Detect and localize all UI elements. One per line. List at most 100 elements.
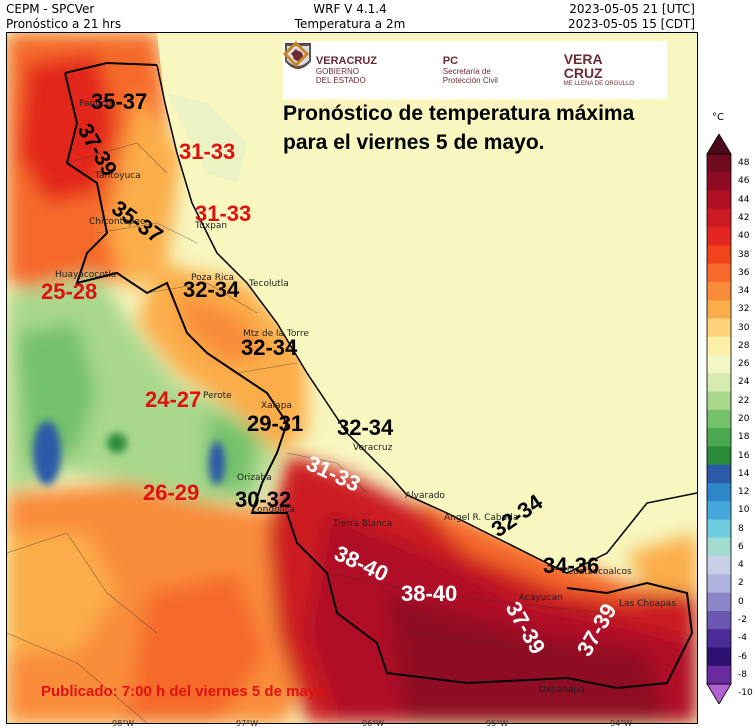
forecast-lead-label: Pronóstico a 21 hrs <box>6 17 122 31</box>
colorbar-frame <box>706 153 732 685</box>
temp-label: 34-36 <box>543 553 600 578</box>
colorbar-tick-label: 8 <box>738 523 744 534</box>
utc-time-label: 2023-05-05 21 [UTC] <box>569 2 695 16</box>
colorbar-tick-label: 32 <box>738 304 750 315</box>
colorbar-tick-label: 46 <box>738 176 750 187</box>
lon-tick: 98°W <box>112 719 135 728</box>
variable-label: Temperatura a 2m <box>294 17 406 31</box>
city-label: Panuco <box>79 99 112 109</box>
municipal-lines <box>7 142 608 723</box>
colorbar-tick-label: 12 <box>738 487 750 498</box>
city-label: Orizaba <box>237 473 272 483</box>
colorbar-segment <box>707 556 731 575</box>
header-center: WRF V 4.1.4 Temperatura a 2m <box>0 2 700 32</box>
city-label: Veracruz <box>353 443 393 453</box>
veracruz-orgullo-logo: VERA CRUZ ME LLENA DE ORGULLO <box>283 41 634 89</box>
colorbar-segment <box>707 537 731 557</box>
colorbar-tick-label: 44 <box>738 194 750 205</box>
colorbar-segment <box>707 154 731 173</box>
model-version-label: WRF V 4.1.4 <box>313 2 387 16</box>
temp-label: 32-34 <box>241 335 298 360</box>
colorbar-tick-label: 4 <box>738 560 744 571</box>
temp-label: 31-33 <box>179 139 236 164</box>
city-label: Tuxpan <box>195 221 228 231</box>
temp-label: 24-27 <box>145 387 202 412</box>
colorbar-segment <box>707 501 731 521</box>
colorbar-segment <box>707 519 731 539</box>
temp-label: 35-37 <box>91 89 148 114</box>
temp-label: 32-34 <box>183 277 240 302</box>
logo-banner: VERACRUZ GOBIERNO DEL ESTADO PC Secretar… <box>283 41 667 99</box>
city-label: Tantoyuca <box>95 171 141 181</box>
city-label: Poza Rica <box>191 273 234 283</box>
colorbar-tick-label: 20 <box>738 414 750 424</box>
header-right: 2023-05-05 21 [UTC] 2023-05-05 15 [CDT] <box>568 2 695 32</box>
colorbar-tick-label: 16 <box>738 450 750 461</box>
colorbar-segment <box>707 190 731 210</box>
colorbar-tick-label: 36 <box>738 267 750 278</box>
temp-label: 38-40 <box>401 581 458 606</box>
colorbar-segment <box>707 482 731 502</box>
colorbar-tick-label: 22 <box>738 395 750 406</box>
colorbar-tick-label: 48 <box>738 158 750 169</box>
city-label: Coatzacoalcos <box>567 567 632 577</box>
city-label: Angel R. Cabada <box>444 513 519 523</box>
colorbar-segment <box>707 355 731 374</box>
city-label: Tierra Blanca <box>333 519 393 529</box>
city-label: Chicontepec <box>89 217 145 227</box>
colorbar-segment <box>707 428 731 447</box>
colorbar-segment <box>707 592 731 612</box>
city-label: Acayucan <box>519 593 563 603</box>
colorbar-tick-label: 0 <box>738 596 744 607</box>
colorbar-tick-label: 24 <box>738 377 750 388</box>
map-svg <box>7 33 697 723</box>
colorbar-segment <box>707 574 731 594</box>
pattern-icon <box>283 41 309 67</box>
colorbar-max-extension <box>706 134 732 155</box>
colorbar-segment <box>707 263 731 283</box>
temp-label: 26-29 <box>143 480 200 505</box>
city-label: Mtz de la Torre <box>243 329 309 339</box>
temp-label: 31-33 <box>195 201 252 226</box>
colorbar-segment <box>707 245 731 265</box>
colorbar-tick-label: 40 <box>738 231 750 242</box>
colorbar-segment <box>707 227 731 246</box>
lon-tick: 96°W <box>362 719 385 728</box>
lon-tick: 94°W <box>610 719 633 728</box>
colorbar-tick-label: 28 <box>738 340 750 351</box>
header-left: CEPM - SPCVer Pronóstico a 21 hrs <box>6 2 121 32</box>
city-label: Huayacocotla <box>55 270 117 280</box>
colorbar-segment <box>707 336 731 356</box>
colorbar-tick-label: 38 <box>738 249 750 260</box>
colorbar-tick-label: -4 <box>738 633 747 644</box>
colorbar-tick-label: -8 <box>738 669 747 680</box>
lon-tick: 97°W <box>236 719 259 728</box>
veracruz-gobierno-logo: VERACRUZ GOBIERNO DEL ESTADO <box>285 43 377 85</box>
colorbar-tick-label: 10 <box>738 505 750 516</box>
colorbar-segment <box>707 300 731 319</box>
colorbar-min-extension <box>706 683 732 704</box>
colorbar-tick-label: 42 <box>738 212 750 223</box>
temperature-map: VERACRUZ GOBIERNO DEL ESTADO PC Secretar… <box>6 32 698 724</box>
colorbar-tick-label: -2 <box>738 615 747 626</box>
coastline <box>156 64 697 574</box>
proteccion-civil-logo: PC Secretaría de Protección Civil <box>285 44 498 85</box>
colorbar-segment <box>707 172 731 192</box>
colorbar-segment <box>707 665 731 685</box>
colorbar-segment <box>707 629 731 648</box>
colorbar-tick-label: 18 <box>738 432 750 443</box>
colorbar-unit: °C <box>712 112 724 123</box>
colorbar-segment <box>707 446 731 466</box>
colorbar-tick-label: 34 <box>738 286 750 297</box>
model-center-label: CEPM - SPCVer <box>6 2 95 16</box>
map-title: Pronóstico de temperatura máxima para el… <box>283 102 635 154</box>
city-label: Tecolutla <box>249 279 289 289</box>
published-note: Publicado: 7:00 h del viernes 5 de mayo. <box>41 683 330 700</box>
colorbar-segment <box>707 281 731 301</box>
temp-label: 30-32 <box>235 487 292 512</box>
cold-spots <box>33 421 225 485</box>
city-label: Zongolica <box>251 505 296 515</box>
colorbar-segment <box>707 373 731 393</box>
colorbar-tick-label: 30 <box>738 322 750 333</box>
colorbar-tick-label: 2 <box>738 578 744 589</box>
